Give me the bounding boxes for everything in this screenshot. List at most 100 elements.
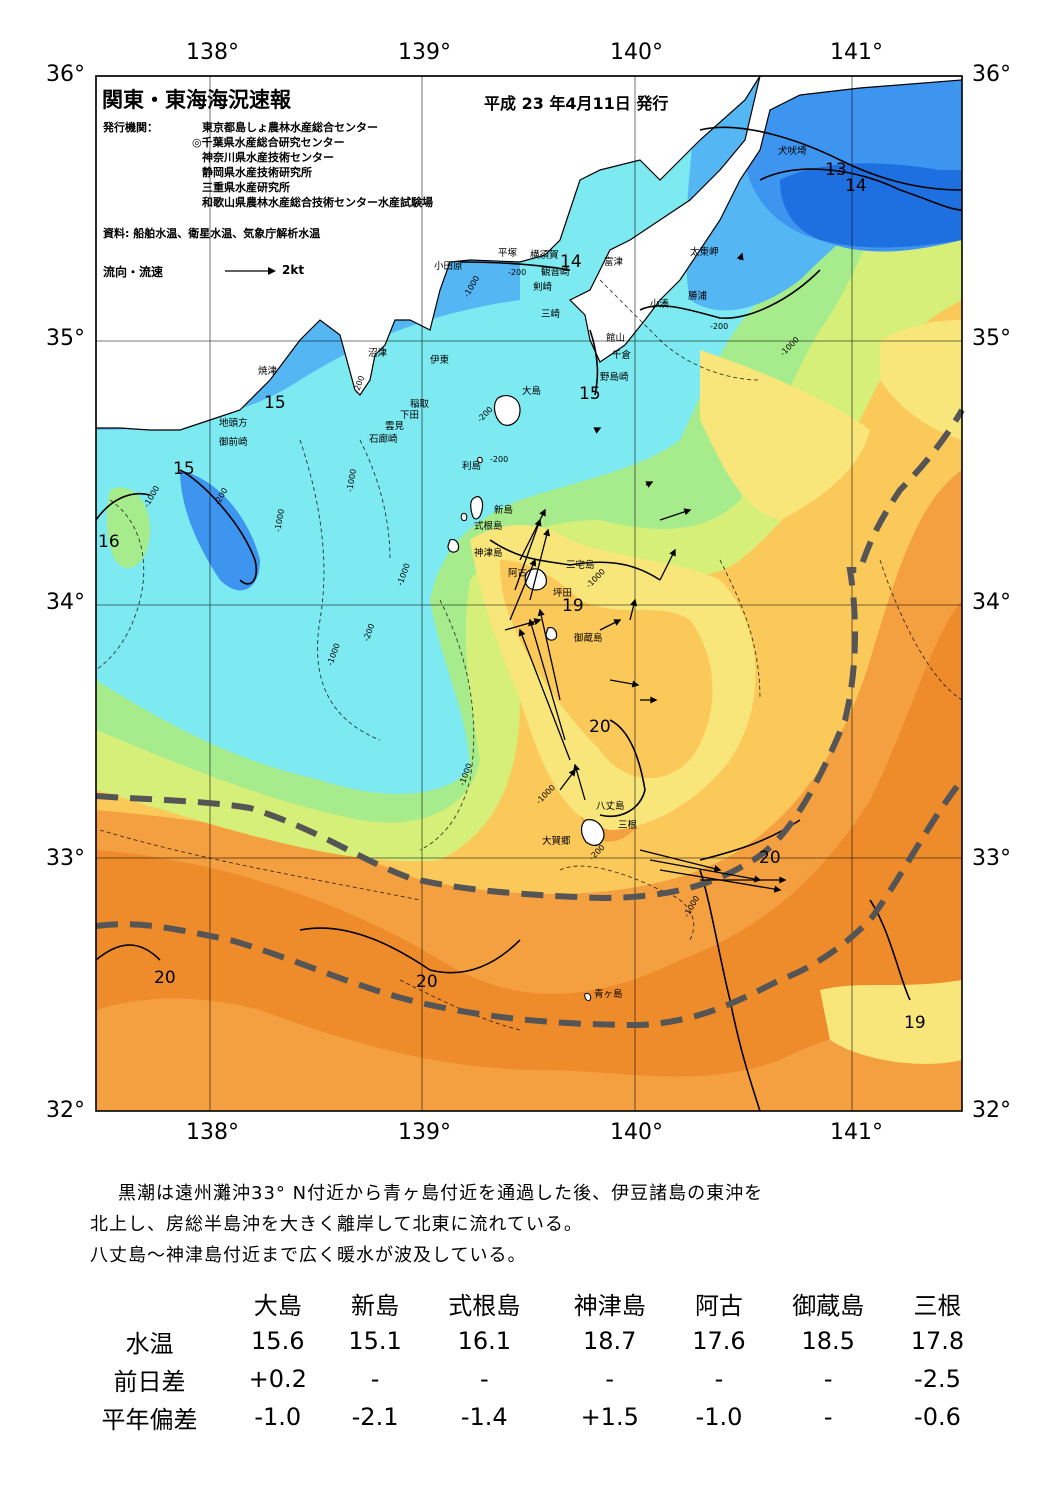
current-arrow xyxy=(645,481,654,488)
cell: -2.5 xyxy=(914,1365,961,1393)
row-label: 水温 xyxy=(125,1329,174,1358)
kuroshio-axis xyxy=(95,408,965,1029)
cell: -1.4 xyxy=(460,1403,508,1431)
cell: 17.6 xyxy=(692,1327,746,1355)
issuer-item: 静岡県水産技術研究所 xyxy=(202,166,312,179)
place-shimoda: 下田 xyxy=(400,410,420,421)
map-svg xyxy=(95,75,965,1112)
place-ako: 阿古 xyxy=(508,568,528,579)
place-oshima: 大島 xyxy=(522,386,542,397)
cell: 17.8 xyxy=(910,1327,965,1355)
issuer-item: 東京都島しょ農林水産総合センター xyxy=(202,121,378,134)
place-yokosuka: 横須賀 xyxy=(530,250,559,261)
summary-line: 北上し、房総半島沖を大きく離岸して北東に流れている。 xyxy=(90,1214,583,1235)
cell: -0.6 xyxy=(914,1403,961,1431)
depth-label: -200 xyxy=(710,322,729,331)
current-legend-scale: 2kt xyxy=(282,263,305,277)
lon-label-140: 140° xyxy=(610,40,663,65)
lat-label-32: 32° xyxy=(46,1098,85,1123)
place-miura: 三崎 xyxy=(541,309,561,320)
place-katsuura: 勝浦 xyxy=(688,291,708,302)
place-chikura: 千倉 xyxy=(612,350,632,361)
cell: -1.0 xyxy=(695,1403,743,1431)
cell: - xyxy=(370,1365,380,1393)
place-numazu: 沼津 xyxy=(368,348,388,359)
current-vectors xyxy=(504,252,787,893)
issuer-label: 発行機関： xyxy=(103,121,158,134)
current-legend-label: 流向・流速 xyxy=(103,265,164,279)
lon-label-141-bottom: 141° xyxy=(830,1120,883,1145)
current-arrow xyxy=(599,619,622,631)
isotherms xyxy=(95,126,963,1112)
cell: 18.5 xyxy=(801,1327,855,1355)
place-okago: 大賀郷 xyxy=(542,836,571,847)
cell: - xyxy=(479,1365,489,1393)
isotherm-label: 15 xyxy=(579,384,601,404)
summary-line: 八丈島～神津島付近まで広く暖水が波及している。 xyxy=(90,1245,527,1266)
place-tsubota: 坪田 xyxy=(553,588,573,599)
place-taitomisaki: 太東岬 xyxy=(690,247,719,258)
data-sources: 資料: 船舶水温、衛星水温、気象庁解析水温 xyxy=(103,227,321,240)
depth-label: -200 xyxy=(490,455,509,464)
isotherm-label: 19 xyxy=(904,1013,926,1033)
place-mikurajima: 御蔵島 xyxy=(574,633,603,644)
isotherm-label: 14 xyxy=(845,176,867,196)
current-arrow xyxy=(609,679,640,688)
lon-label-139-bottom: 139° xyxy=(398,1120,451,1145)
station-name: 御蔵島 xyxy=(792,1291,865,1320)
place-mitsune: 三根 xyxy=(618,820,638,831)
current-arrow xyxy=(593,427,602,434)
place-inubosaki: 犬吠埼 xyxy=(778,146,807,157)
station-name: 神津島 xyxy=(573,1291,646,1320)
place-kannonzaki: 観音崎 xyxy=(541,267,570,278)
issuer-item: 三重県水産研究所 xyxy=(202,181,290,194)
sst-map xyxy=(95,75,965,1112)
isotherm-label: 13 xyxy=(825,160,847,180)
place-shikinejima: 式根島 xyxy=(474,521,503,532)
isotherm-label: 20 xyxy=(154,968,176,988)
current-arrow xyxy=(518,628,571,761)
cell: - xyxy=(605,1365,615,1393)
place-inatori: 稲取 xyxy=(410,399,430,410)
place-jitogata: 地頭方 xyxy=(219,418,248,429)
depth-label: -200 xyxy=(508,268,527,277)
current-legend-arrow xyxy=(225,267,276,275)
table-corner xyxy=(72,1284,227,1322)
lat-label-35: 35° xyxy=(46,326,85,351)
isotherm-label: 20 xyxy=(416,972,438,992)
lat-label-34-right: 34° xyxy=(972,590,1011,615)
table-row: 前日差 +0.2 - - - - - -2.5 xyxy=(72,1360,984,1398)
issuer-item: 和歌山県農林水産総合技術センター水産試験場 xyxy=(202,196,433,209)
station-name: 大島 xyxy=(253,1291,302,1320)
row-label: 平年偏差 xyxy=(101,1405,198,1434)
place-irozaki: 石廊崎 xyxy=(369,434,398,445)
place-hachijojima: 八丈島 xyxy=(596,801,625,812)
isotherm-label: 20 xyxy=(589,717,611,737)
place-ito: 伊東 xyxy=(430,355,450,366)
place-yaizu: 焼津 xyxy=(258,366,278,377)
station-name: 三根 xyxy=(913,1291,962,1320)
issuer-item: 神奈川県水産技術センター xyxy=(202,151,334,164)
place-odawara: 小田原 xyxy=(434,261,463,272)
place-tateyama: 館山 xyxy=(606,333,626,344)
current-arrow xyxy=(573,763,586,801)
current-arrow xyxy=(640,696,658,704)
place-miyakejima: 三宅島 xyxy=(566,560,595,571)
cell: - xyxy=(823,1403,833,1431)
current-arrow xyxy=(659,548,676,581)
place-tomitsu: 富津 xyxy=(604,257,624,268)
summary-line: 黒潮は遠州灘沖33° N付近から青ヶ島付近を通過した後、伊豆諸島の東沖を xyxy=(118,1183,764,1204)
graticule xyxy=(96,76,962,1111)
place-kumomi: 雲見 xyxy=(385,421,405,432)
isotherm-label: 15 xyxy=(264,393,286,413)
isotherm-label: 20 xyxy=(759,848,781,868)
isotherm-label: 19 xyxy=(562,596,584,616)
table-row: 平年偏差 -1.0 -2.1 -1.4 +1.5 -1.0 - -0.6 xyxy=(72,1398,984,1436)
lon-label-139: 139° xyxy=(398,40,451,65)
place-nojimazaki: 野島崎 xyxy=(600,372,629,383)
issuer-list: 東京都島しょ農林水産総合センター ◎千葉県水産総合研究センター 神奈川県水産技術… xyxy=(192,120,433,210)
lat-label-33: 33° xyxy=(46,846,85,871)
lon-label-140-bottom: 140° xyxy=(610,1120,663,1145)
bathymetry xyxy=(95,279,963,1031)
station-name: 式根島 xyxy=(448,1291,521,1320)
